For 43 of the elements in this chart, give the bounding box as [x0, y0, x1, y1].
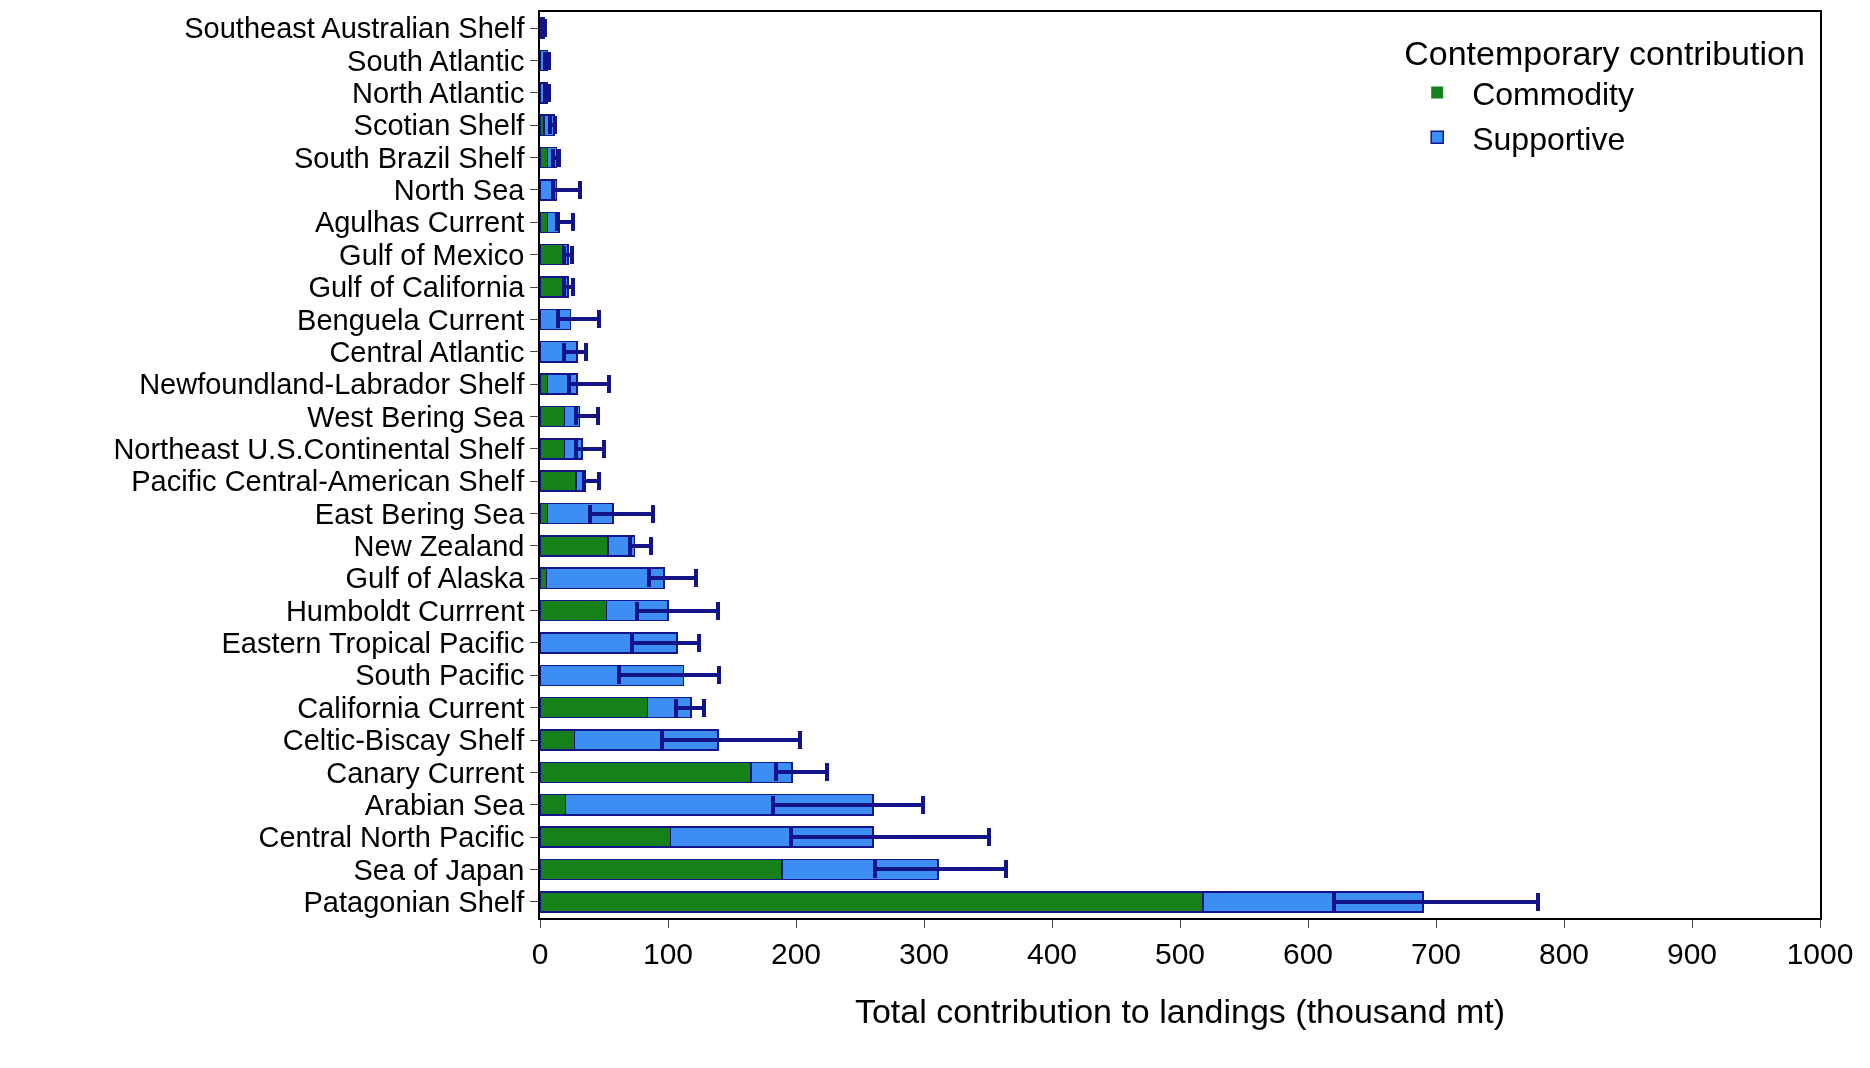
y-tick-label: Newfoundland-Labrador Shelf: [139, 368, 526, 401]
x-tick-label: 200: [770, 936, 822, 970]
x-axis-title: Total contribution to landings (thousand mt): [854, 991, 1506, 1030]
y-tick-label: Scotian Shelf: [353, 109, 526, 142]
y-tick-label: East Bering Sea: [314, 497, 526, 530]
x-tick-label: 800: [1538, 936, 1590, 970]
x-tick-label: 100: [642, 936, 694, 970]
y-tick-label: Arabian Sea: [364, 788, 526, 821]
y-tick-label: Gulf of California: [308, 271, 526, 304]
x-tick-label: 600: [1282, 936, 1334, 970]
y-tick-label: South Pacific: [355, 659, 525, 692]
x-tick-label: 0: [531, 936, 549, 970]
y-tick-label: South Atlantic: [347, 44, 525, 77]
y-tick-label: Patagonian Shelf: [303, 885, 526, 918]
y-tick-label: West Bering Sea: [307, 400, 526, 433]
y-tick-label: Central Atlantic: [329, 335, 525, 368]
x-tick-label: 700: [1410, 936, 1462, 970]
x-tick-label: 900: [1666, 936, 1718, 970]
y-tick-label: Northeast U.S.Continental Shelf: [113, 432, 526, 465]
y-tick-label: Benguela Current: [297, 303, 525, 336]
y-tick-label: North Atlantic: [351, 77, 525, 110]
y-tick-label: Southeast Australian Shelf: [184, 12, 526, 45]
y-tick-label: Pacific Central-American Shelf: [131, 465, 526, 498]
y-tick-label: California Current: [297, 691, 525, 724]
legend-label: Supportive: [1472, 120, 1626, 157]
y-tick-label: New Zealand: [353, 530, 525, 563]
y-tick-label: Agulhas Current: [314, 206, 525, 239]
y-tick-label: South Brazil Shelf: [293, 141, 526, 174]
legend-label: Commodity: [1472, 76, 1635, 113]
x-tick-label: 300: [898, 936, 950, 970]
y-tick-label: Gulf of Mexico: [339, 238, 525, 271]
y-tick-label: North Sea: [393, 174, 526, 207]
y-tick-label: Eastern Tropical Pacific: [221, 627, 525, 660]
y-tick-label: Central North Pacific: [258, 821, 525, 854]
y-tick-label: Humboldt Currrent: [285, 594, 525, 627]
y-tick-label: Sea of Japan: [353, 853, 525, 886]
x-tick-label: 1000: [1786, 936, 1854, 970]
y-tick-label: Gulf of Alaska: [345, 562, 526, 595]
x-tick-label: 500: [1154, 936, 1206, 970]
legend-title: Contemporary contribution: [1404, 34, 1805, 73]
y-tick-label: Celtic-Biscay Shelf: [282, 724, 526, 757]
x-tick-label: 400: [1026, 936, 1078, 970]
y-tick-label: Canary Current: [326, 756, 525, 789]
